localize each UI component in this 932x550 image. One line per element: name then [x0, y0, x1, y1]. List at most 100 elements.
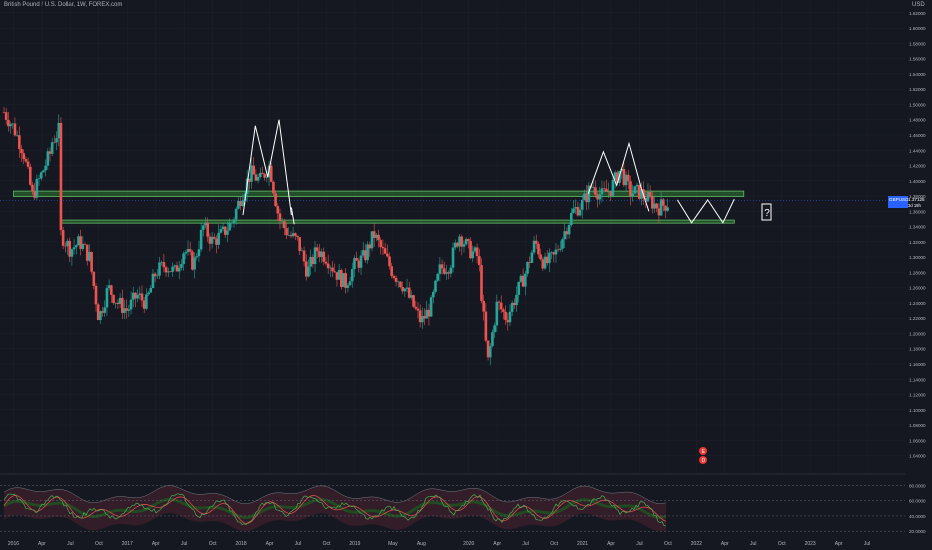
- candle-body: [74, 245, 78, 248]
- candle-body: [651, 196, 654, 209]
- candle-body: [324, 261, 328, 264]
- candle-body: [372, 231, 376, 238]
- candle-body: [559, 248, 562, 250]
- candle-body: [234, 208, 238, 220]
- candle-body: [602, 188, 606, 189]
- candle-body: [631, 193, 634, 197]
- candle-body: [629, 181, 632, 197]
- candle-body: [359, 255, 363, 268]
- arrow-line-2021: [640, 188, 650, 212]
- time-tick-label: Oct: [550, 541, 558, 547]
- candle-body: [342, 273, 345, 287]
- candle-body: [456, 242, 459, 247]
- oscillator-lines: [3, 485, 667, 532]
- candle-body: [467, 239, 470, 241]
- candle-body: [554, 249, 558, 255]
- time-tick-label: 2016: [8, 541, 19, 547]
- candle-body: [580, 199, 584, 210]
- oscillator-d-line: [3, 495, 667, 524]
- zone-rect: [60, 219, 735, 224]
- candle-body: [322, 251, 326, 262]
- candle-body: [635, 184, 639, 187]
- candle-body: [596, 194, 599, 200]
- candle-body: [164, 267, 168, 273]
- candle-body: [156, 275, 159, 277]
- candle-body: [204, 222, 207, 226]
- candle-body: [77, 236, 80, 246]
- price-tick-label: 1.46000: [909, 133, 926, 138]
- price-tick-label: 1.34000: [909, 225, 926, 230]
- candle-body: [199, 229, 203, 250]
- time-tick-label: Jul: [522, 541, 528, 547]
- candle-body: [202, 225, 205, 230]
- candle-body: [160, 262, 164, 263]
- candle-body: [221, 226, 225, 230]
- candle-body: [506, 319, 510, 323]
- pattern-annotations: [242, 119, 735, 225]
- candle-body: [436, 273, 439, 281]
- event-marker-e-label: E: [702, 449, 706, 455]
- candle-body: [440, 264, 444, 269]
- candle-body: [37, 178, 41, 180]
- candle-body: [15, 135, 19, 136]
- time-tick-label: 2022: [691, 541, 702, 547]
- candle-body: [140, 293, 144, 301]
- price-tick-label: 1.16000: [909, 362, 926, 367]
- candle-body: [307, 266, 310, 277]
- candle-body: [475, 247, 479, 257]
- forecast-zigzag: [676, 198, 735, 224]
- candle-body: [248, 178, 251, 182]
- candle-body: [120, 297, 124, 313]
- candle-body: [537, 243, 540, 255]
- candle-body: [191, 251, 194, 270]
- oscillator-tick-label: 80.0000: [909, 483, 926, 488]
- candle-body: [653, 203, 656, 209]
- candle-body: [318, 251, 321, 257]
- candle-body: [147, 292, 150, 295]
- candle-body: [258, 172, 262, 177]
- candle-body: [383, 248, 387, 254]
- candle-body: [453, 242, 457, 248]
- candle-body: [605, 188, 608, 193]
- double-top-2018: [242, 119, 292, 216]
- candle-body: [24, 159, 28, 162]
- price-tick-label: 1.40000: [909, 179, 926, 184]
- candle-body: [57, 122, 61, 139]
- candle-body: [460, 236, 464, 247]
- time-axis[interactable]: 2016 Apr Jul Oct 2017 Apr Jul Oct 2018 Apr Jul Oct 2…: [8, 541, 870, 547]
- price-tick-label: 1.56000: [909, 57, 926, 62]
- candle-body: [252, 165, 255, 175]
- candle-body: [357, 260, 361, 268]
- time-tick-label: Oct: [95, 541, 103, 547]
- oscillator-upper-line: [3, 485, 667, 504]
- candle-body: [421, 316, 424, 323]
- candle-body: [31, 184, 34, 192]
- candle-body: [344, 273, 347, 288]
- time-tick-label: 2019: [349, 541, 360, 547]
- candle-body: [81, 243, 85, 249]
- price-tick-label: 1.36000: [909, 209, 926, 214]
- candle-body: [594, 187, 597, 195]
- time-tick-label: Apr: [835, 541, 843, 547]
- candle-body: [576, 207, 580, 216]
- candle-body: [414, 306, 418, 309]
- candle-body: [346, 285, 350, 288]
- candle-body: [370, 231, 374, 249]
- question-box: ?: [761, 203, 772, 221]
- price-tick-label: 1.12000: [909, 393, 926, 398]
- time-tick-label: Jul: [636, 541, 642, 547]
- candle-body: [541, 259, 545, 269]
- candle-body: [493, 325, 496, 333]
- price-tick-label: 1.60000: [909, 26, 926, 31]
- candle-body: [261, 172, 264, 174]
- candle-body: [648, 192, 652, 197]
- price-axis[interactable]: 1.62000 1.60000 1.58000 1.56000 1.54000 1.520…: [909, 11, 926, 459]
- time-tick-label: 2017: [122, 541, 133, 547]
- time-tick-label: 2020: [463, 541, 474, 547]
- candle-body: [9, 124, 12, 127]
- candle-body: [96, 304, 100, 321]
- candle-body: [587, 185, 591, 203]
- event-marker-d[interactable]: [699, 456, 707, 464]
- event-marker-e[interactable]: [699, 447, 707, 455]
